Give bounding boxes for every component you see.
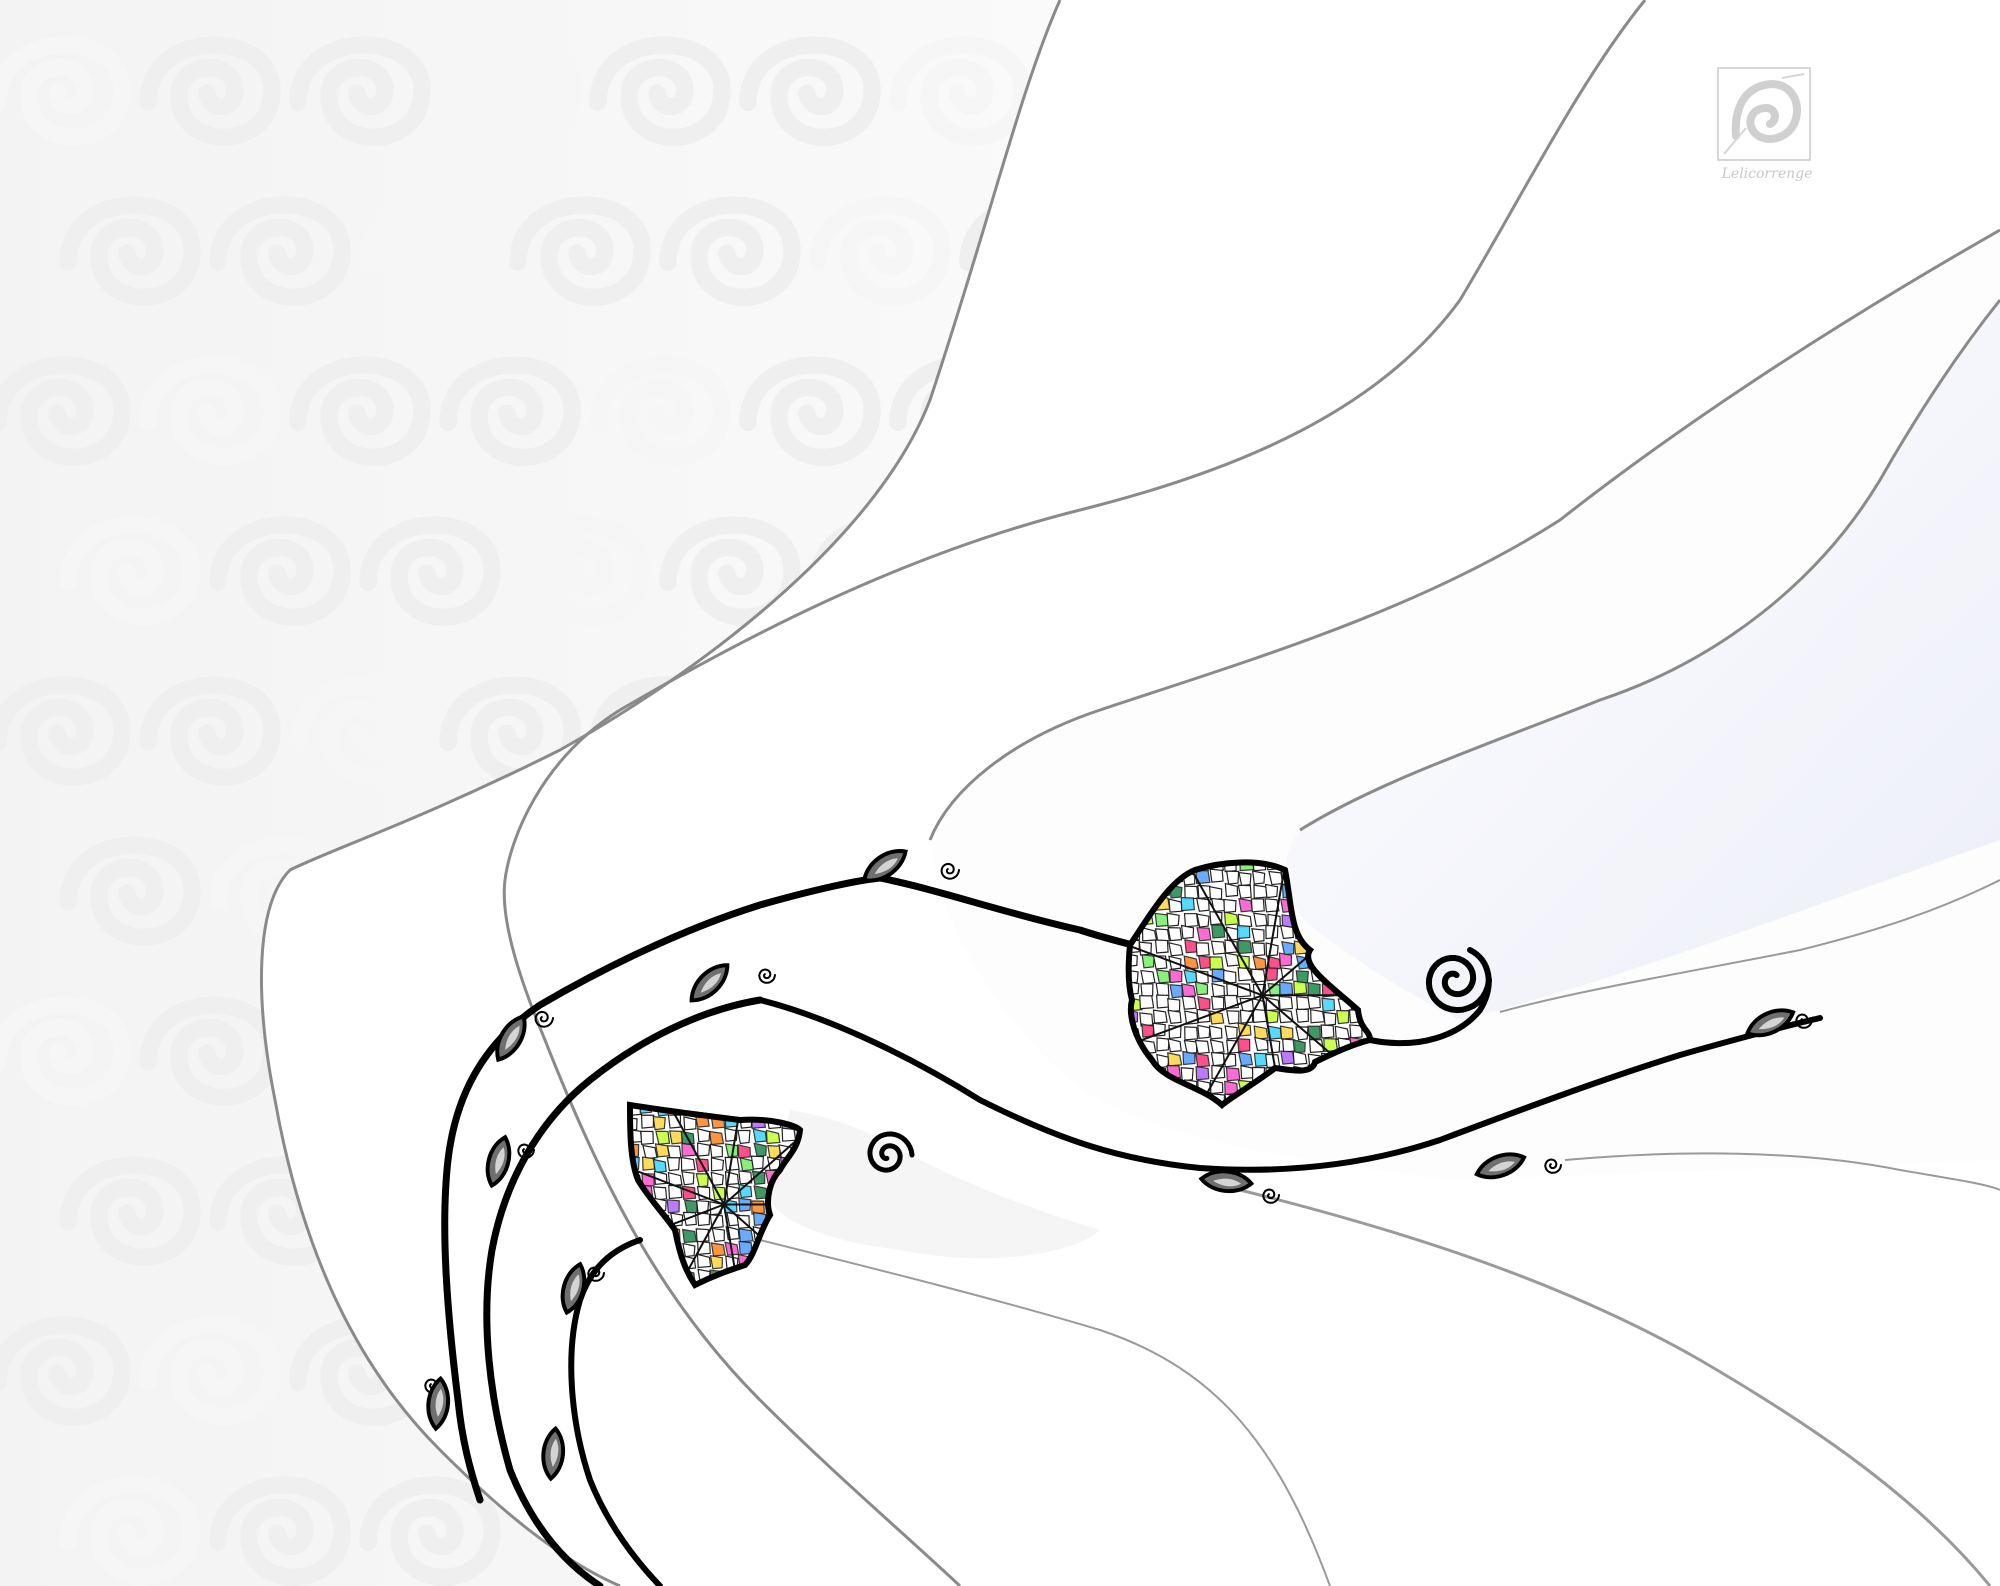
band-lower-edge-3 (1239, 1188, 1992, 1586)
leaf-bud-icon (1198, 1169, 1255, 1193)
swirl-rose-motif (0, 1316, 131, 1426)
swirl-rose-motif (889, 36, 1031, 146)
swirl-rose-motif (59, 516, 201, 626)
leaf-bud-icon (861, 849, 908, 883)
swirl-rose-motif (59, 1156, 201, 1266)
leaf-bud-icon (485, 1134, 512, 1189)
leaf-bud-icon (1474, 1152, 1527, 1180)
band-second-edge (502, 0, 1647, 1586)
swirl-rose-motif (739, 36, 881, 146)
leaf-bud-icon (560, 1261, 587, 1316)
swirl-rose-motif (0, 996, 131, 1106)
vine-curl-stem (1367, 947, 1492, 1047)
leaf-bud-icon (541, 1425, 565, 1482)
swirl-rose-motif (59, 196, 201, 306)
band-third-edge (928, 228, 2000, 841)
swirl-rose-motif (809, 196, 951, 306)
leaf-bud-icon (689, 963, 730, 1003)
vine-main-upper (876, 874, 1154, 954)
swirl-rose-motif (589, 36, 731, 146)
spiral-tendril-icon (940, 862, 960, 880)
swirl-rose-motif (739, 356, 881, 466)
swirl-rose-motif (289, 36, 431, 146)
vine-second-right (757, 997, 1823, 1173)
spiral-tendril-icon (867, 1131, 915, 1173)
spiral-tendril-icon (1795, 1013, 1813, 1029)
artist-signature: Lelicorrenge (1721, 166, 1813, 182)
vine-second (483, 996, 764, 1586)
swirl-rose-motif (209, 1476, 351, 1586)
spiral-tendril-icon (534, 1010, 554, 1028)
swirl-rose-motif (659, 516, 801, 626)
swirl-rose-motif (59, 1476, 201, 1586)
swirl-rose-motif (139, 996, 281, 1106)
swirl-rose-motif (359, 196, 501, 306)
swirl-rose-motif (59, 836, 201, 946)
swirl-rose-motif (209, 516, 351, 626)
swirl-rose-motif (0, 676, 131, 786)
spiral-tendrils (424, 862, 1813, 1394)
spiral-tendril-icon (758, 968, 776, 984)
band-tinted-edge (1299, 299, 2000, 832)
spiral-rose-logo-icon (1717, 67, 1811, 161)
vine-main-outer (441, 874, 884, 1504)
band-tinted-fill (1285, 300, 2000, 1020)
leaf-bud-icon (1744, 1008, 1796, 1038)
spiral-tendril-icon (1425, 955, 1492, 1014)
swirl-rose-motif (289, 356, 431, 466)
band-lower-edge-2 (1564, 1152, 2000, 1191)
leaf-bud-icon (495, 1013, 527, 1063)
swirl-rose-motif (0, 36, 131, 146)
swirl-rose-motif (139, 36, 281, 146)
band-curl-fill (770, 1110, 1100, 1259)
swirl-rose-motif (439, 676, 581, 786)
swirl-rose-motif (439, 36, 581, 146)
swirl-rose-motif (139, 356, 281, 466)
swirl-rose-motif (439, 356, 581, 466)
swirl-rose-motif (359, 1476, 501, 1586)
swirl-rose-motif (589, 356, 731, 466)
leaf-bud-icon (426, 1375, 450, 1432)
band-lower-edge-1 (1499, 879, 2000, 1013)
swirl-rose-motif (139, 1316, 281, 1426)
swirl-rose-motif (139, 676, 281, 786)
band-lower-edge-4 (759, 1239, 1331, 1586)
swirl-rose-motif (359, 516, 501, 626)
spiral-tendril-icon (587, 1266, 605, 1282)
swirl-rose-motif (289, 676, 431, 786)
spiral-tendril-icon (1262, 1188, 1280, 1204)
swirl-rose-motif (509, 196, 651, 306)
spiral-tendril-icon (517, 1143, 535, 1159)
leaf-buds (426, 849, 1796, 1482)
spiral-tendril-icon (1544, 1158, 1562, 1174)
swirl-rose-motif (209, 196, 351, 306)
band-outer-edge (259, 0, 1062, 1586)
swirl-rose-motif (659, 196, 801, 306)
swirl-rose-motif (0, 356, 131, 466)
swirl-rose-motif (509, 516, 651, 626)
